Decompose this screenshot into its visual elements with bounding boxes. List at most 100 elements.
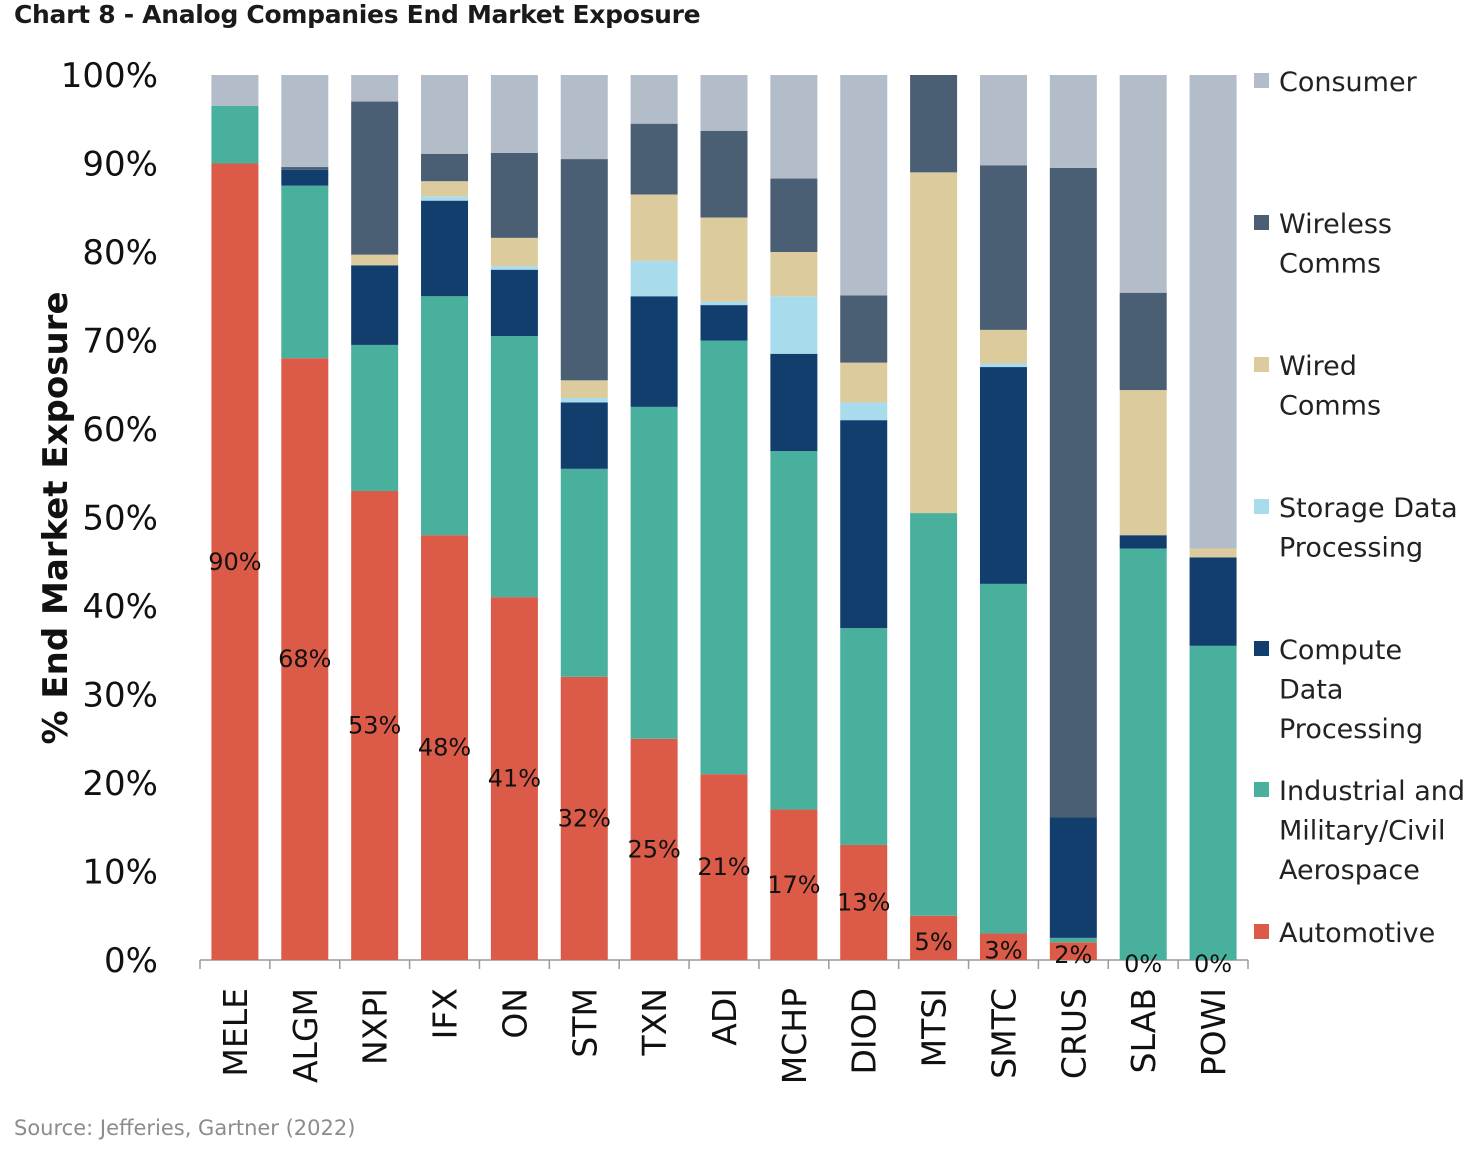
data-label: 3% — [984, 937, 1022, 965]
legend: Consumer Wireless Comms Wired Comms Storage D… — [1254, 67, 1465, 949]
bar-segment — [700, 217, 748, 302]
bar-segment — [700, 340, 748, 775]
bar-segment — [979, 363, 1027, 368]
y-tick-label: 60% — [82, 410, 158, 450]
data-label: 17% — [767, 871, 820, 899]
legend-swatch — [1254, 641, 1269, 656]
bar-segment — [979, 165, 1027, 330]
data-label: 48% — [418, 734, 471, 762]
bar-segment — [490, 266, 538, 270]
bar-segment — [421, 75, 469, 154]
category-label: MTSI — [915, 988, 954, 1067]
bar-segment — [630, 406, 678, 739]
bar-segment — [490, 152, 538, 238]
legend-label: Automotive — [1279, 918, 1435, 949]
bar-segment — [630, 123, 678, 195]
bar-segment — [630, 194, 678, 261]
bar-segment — [910, 75, 958, 173]
y-tick-label: 80% — [82, 233, 158, 273]
bar-segment — [840, 628, 888, 845]
legend-swatch — [1254, 215, 1269, 230]
category-label: MELE — [216, 988, 255, 1077]
y-axis-label: % End Market Exposure — [36, 291, 76, 744]
bar-segment — [560, 402, 608, 469]
legend-label: Wired — [1279, 351, 1357, 382]
category-label: TXN — [635, 988, 674, 1056]
bar-segment — [840, 362, 888, 403]
category-label: CRUS — [1054, 988, 1093, 1079]
bar-segment — [421, 153, 469, 182]
bar-segment — [281, 358, 329, 960]
legend-label: Compute — [1279, 635, 1402, 666]
bar-segment — [211, 75, 259, 106]
axis-layer: 0% 10% 20% 30% 40% 50% 60% 70% 80% 90% 100% — [61, 56, 1249, 981]
bar-segment — [560, 159, 608, 381]
y-tick-label: 20% — [82, 764, 158, 804]
bar-segment — [770, 296, 818, 354]
category-label: ADI — [705, 988, 744, 1046]
y-tick-label: 10% — [82, 853, 158, 893]
bar-segment — [351, 75, 399, 102]
data-label: 41% — [488, 765, 541, 793]
category-label: STM — [565, 988, 604, 1058]
category-label: SMTC — [984, 988, 1023, 1079]
bar-segment — [1119, 548, 1167, 960]
bar-segment — [1119, 292, 1167, 391]
bar-segment — [490, 269, 538, 337]
bar-segment — [840, 295, 888, 363]
category-label: SLAB — [1124, 988, 1163, 1073]
bar-segment — [770, 353, 818, 452]
bar-segment — [979, 933, 1027, 960]
data-label: 90% — [208, 548, 261, 576]
category-label: POWI — [1194, 988, 1233, 1076]
bar-segment — [490, 597, 538, 960]
bar-segment — [1189, 548, 1237, 558]
legend-label: Processing — [1279, 714, 1423, 745]
bar-segment — [351, 101, 399, 255]
data-label: 25% — [627, 835, 680, 863]
bar-segment — [1119, 535, 1167, 549]
bar-segment — [351, 490, 399, 960]
bar-segment — [490, 237, 538, 267]
bar-segment — [351, 254, 399, 266]
data-label: 0% — [1124, 950, 1162, 978]
bar-segment — [979, 583, 1027, 934]
category-label: IFX — [426, 988, 465, 1039]
bar-segment — [281, 169, 329, 186]
legend-label: Wireless — [1279, 209, 1392, 240]
bar-segment — [421, 200, 469, 297]
bar-segment — [421, 296, 469, 536]
legend-label: Industrial and — [1279, 776, 1465, 807]
bars-layer — [211, 75, 1237, 960]
bar-segment — [560, 676, 608, 960]
bar-segment — [700, 301, 748, 306]
bar-segment — [1189, 557, 1237, 646]
legend-label: Processing — [1279, 533, 1423, 564]
bar-segment — [351, 344, 399, 491]
bar-segment — [630, 260, 678, 297]
bar-segment — [1189, 75, 1237, 549]
bar-segment — [281, 167, 329, 170]
data-label: 21% — [697, 853, 750, 881]
bar-segment — [770, 252, 818, 297]
bar-segment — [1049, 937, 1097, 943]
legend-label: Consumer — [1279, 67, 1418, 98]
y-tick-label: 40% — [82, 587, 158, 627]
bar-segment — [770, 451, 818, 810]
bar-segment — [979, 367, 1027, 584]
labels-layer: MELE 90% ALGM 68% NXPI 53% IFX 48% ON 41% STM 32% TX… — [208, 548, 1233, 1084]
category-label: NXPI — [356, 988, 395, 1065]
bar-segment — [560, 468, 608, 677]
category-label: ON — [495, 988, 534, 1039]
bar-segment — [421, 181, 469, 197]
bar-segment — [351, 265, 399, 345]
bar-segment — [770, 178, 818, 252]
category-label: MCHP — [775, 988, 814, 1084]
bar-segment — [560, 380, 608, 399]
category-label: DIOD — [845, 988, 884, 1075]
data-label: 32% — [558, 804, 611, 832]
legend-label: Comms — [1279, 249, 1381, 280]
bar-segment — [910, 915, 958, 960]
bar-segment — [1049, 942, 1097, 960]
